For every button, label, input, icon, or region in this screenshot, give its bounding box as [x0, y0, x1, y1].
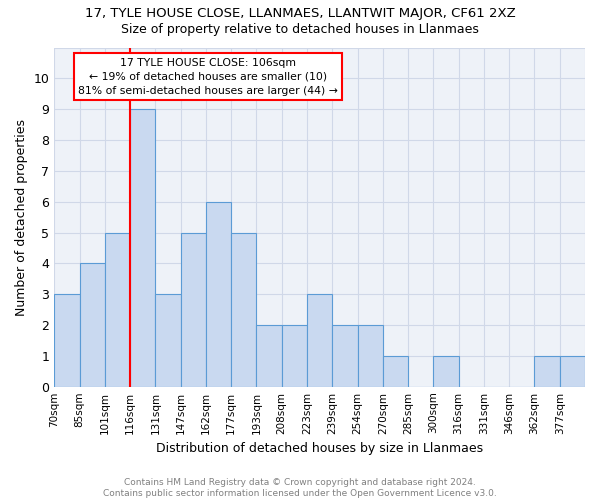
Bar [130, 109, 155, 386]
Bar [433, 356, 458, 386]
Bar [155, 294, 181, 386]
Bar [256, 325, 282, 386]
Bar [560, 356, 585, 386]
X-axis label: Distribution of detached houses by size in Llanmaes: Distribution of detached houses by size … [156, 442, 483, 455]
Text: Size of property relative to detached houses in Llanmaes: Size of property relative to detached ho… [121, 22, 479, 36]
Bar [80, 264, 105, 386]
Text: 17, TYLE HOUSE CLOSE, LLANMAES, LLANTWIT MAJOR, CF61 2XZ: 17, TYLE HOUSE CLOSE, LLANMAES, LLANTWIT… [85, 8, 515, 20]
Bar [105, 232, 130, 386]
Bar [358, 325, 383, 386]
Text: Contains HM Land Registry data © Crown copyright and database right 2024.
Contai: Contains HM Land Registry data © Crown c… [103, 478, 497, 498]
Bar [332, 325, 358, 386]
Bar [307, 294, 332, 386]
Bar [206, 202, 231, 386]
Bar [282, 325, 307, 386]
Bar [231, 232, 256, 386]
Text: 17 TYLE HOUSE CLOSE: 106sqm
← 19% of detached houses are smaller (10)
81% of sem: 17 TYLE HOUSE CLOSE: 106sqm ← 19% of det… [78, 58, 338, 96]
Bar [181, 232, 206, 386]
Bar [54, 294, 80, 386]
Bar [535, 356, 560, 386]
Y-axis label: Number of detached properties: Number of detached properties [15, 118, 28, 316]
Bar [383, 356, 408, 386]
